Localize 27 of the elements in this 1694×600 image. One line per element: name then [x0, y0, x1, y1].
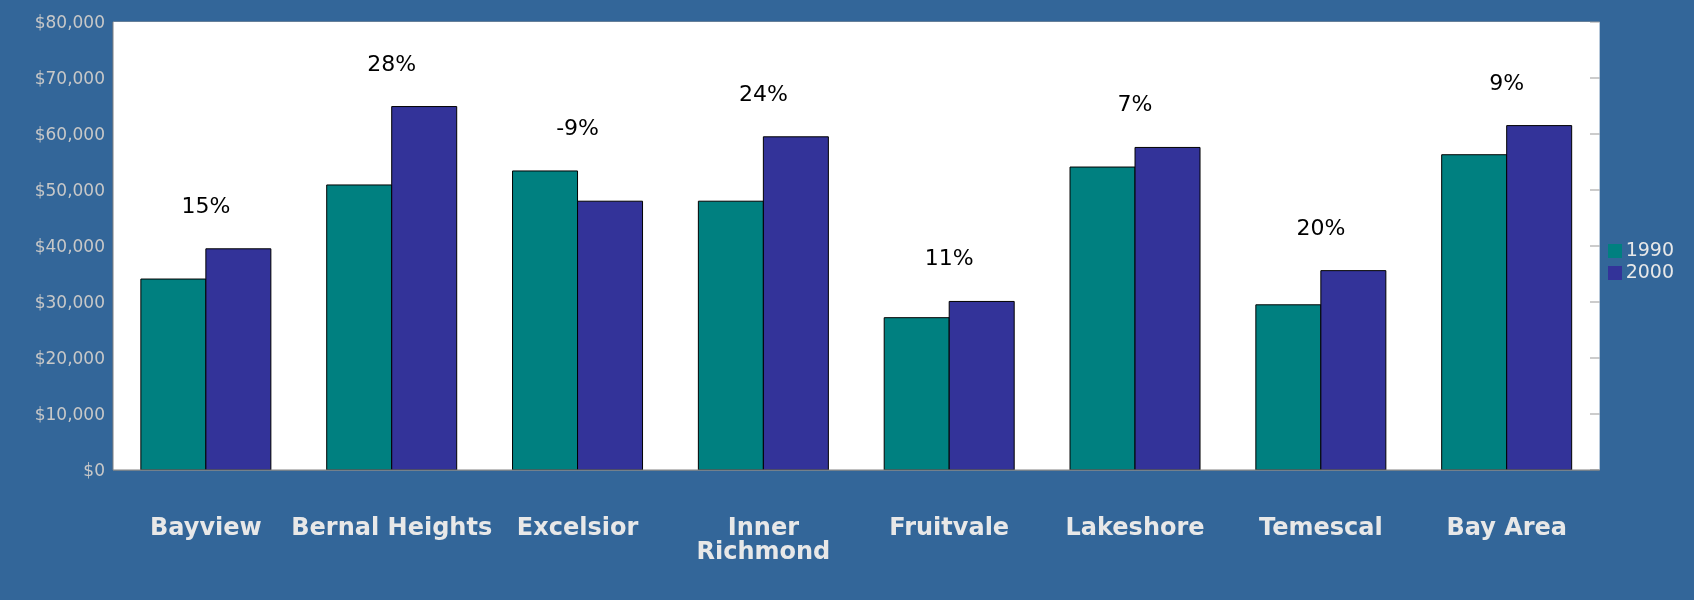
y-tick-label: $80,000 — [34, 12, 105, 33]
y-tick-label: $40,000 — [34, 236, 105, 257]
x-tick-label: Excelsior — [516, 513, 639, 542]
x-tick-label: Lakeshore — [1065, 513, 1205, 542]
annotation: 9% — [1489, 69, 1525, 95]
annotation: 7% — [1117, 91, 1153, 117]
x-tick-label: Inner Richmond — [696, 513, 831, 566]
x-tick-label: Fruitvale — [889, 513, 1010, 542]
x-tick-label: Bay Area — [1446, 513, 1568, 542]
annotation: 20% — [1296, 214, 1346, 240]
x-tick-label: Bayview — [150, 513, 262, 542]
annotation: 15% — [181, 192, 231, 218]
legend-label: 2000 — [1625, 260, 1674, 282]
y-tick-label: $20,000 — [34, 348, 105, 369]
x-tick-label: Bernal Heights — [291, 513, 493, 542]
y-tick-label: $0 — [83, 460, 105, 481]
annotation: 11% — [924, 245, 974, 271]
y-tick-label: $70,000 — [34, 68, 105, 89]
y-tick-label: $10,000 — [34, 404, 105, 425]
y-tick-label: $50,000 — [34, 180, 105, 201]
y-tick-label: $30,000 — [34, 292, 105, 313]
annotation: 24% — [738, 80, 788, 106]
legend-label: 1990 — [1625, 238, 1674, 260]
annotation: 28% — [367, 50, 417, 76]
annotation: -9% — [556, 114, 599, 140]
y-tick-label: $60,000 — [34, 124, 105, 145]
x-tick-label: Temescal — [1259, 513, 1383, 542]
